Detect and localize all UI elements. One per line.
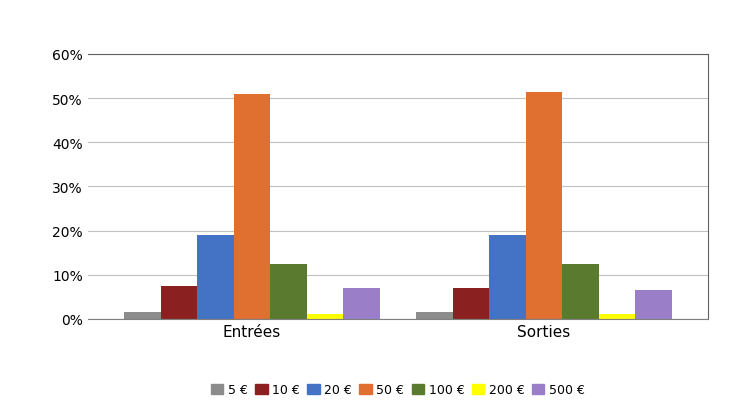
Bar [599, 315, 635, 319]
Bar [307, 315, 343, 319]
Bar [526, 92, 562, 319]
Bar [270, 264, 307, 319]
Legend: 5 €, 10 €, 20 €, 50 €, 100 €, 200 €, 500 €: 5 €, 10 €, 20 €, 50 €, 100 €, 200 €, 500… [206, 378, 590, 401]
Bar [161, 286, 197, 319]
Bar [453, 288, 489, 319]
Bar [197, 235, 234, 319]
Bar [562, 264, 599, 319]
Bar [343, 288, 380, 319]
Bar [489, 235, 526, 319]
Bar [635, 290, 672, 319]
Bar [416, 312, 453, 319]
Bar [234, 94, 270, 319]
Bar [124, 312, 161, 319]
